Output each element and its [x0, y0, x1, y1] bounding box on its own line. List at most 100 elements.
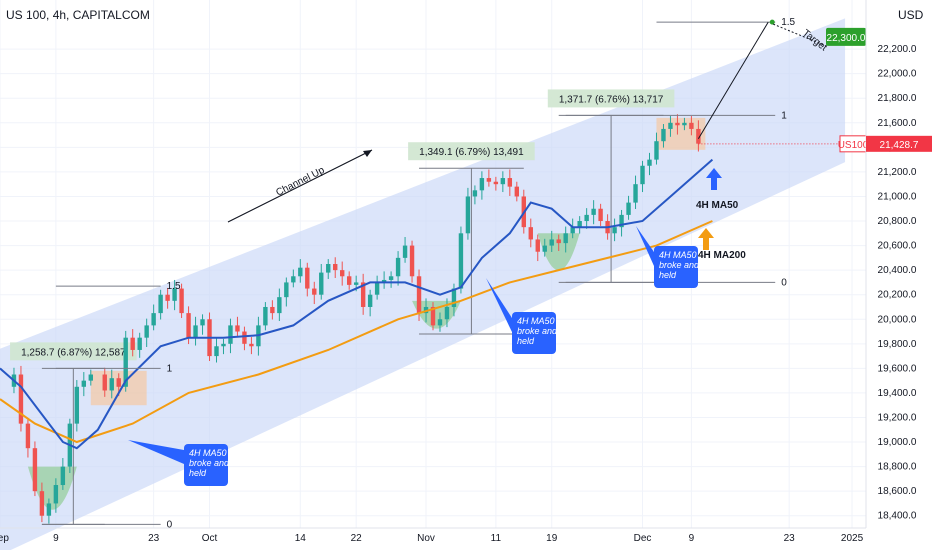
candle-body	[479, 178, 485, 191]
candle-body	[451, 288, 457, 307]
currency-label[interactable]: USD	[898, 8, 924, 22]
y-tick-label: 18,400.0	[878, 511, 917, 522]
candle-body	[74, 386, 80, 424]
ma50-line	[0, 158, 714, 450]
price-value: 21,428.7	[880, 140, 919, 151]
candle-body	[514, 186, 520, 197]
candle-body	[193, 325, 198, 338]
fib-level-label: 0	[781, 277, 787, 288]
callout-pointer	[128, 440, 184, 464]
y-tick-label: 20,400.0	[878, 265, 917, 276]
y-tick-label: 20,200.0	[878, 290, 917, 301]
channel-up	[0, 18, 846, 550]
candle-body	[25, 423, 31, 449]
candle-body	[493, 181, 499, 185]
measure-label: 1,258.7 (6.87%) 12,587	[21, 347, 126, 358]
candle-body	[249, 343, 254, 347]
fib-level-label: 1	[781, 110, 787, 121]
candle-body	[165, 294, 170, 301]
callout-pointer	[486, 278, 512, 332]
candle-body	[214, 346, 219, 357]
candle-body	[556, 239, 561, 244]
candle-body	[612, 227, 617, 234]
candle-body	[102, 374, 107, 391]
callout-text: 4H MA50	[517, 316, 555, 326]
candle-body	[381, 279, 387, 283]
chart-title: US 100, 4h, CAPITALCOM	[6, 8, 150, 22]
candle-body	[235, 325, 240, 332]
candle-body	[130, 337, 135, 350]
y-tick-label: 19,000.0	[878, 437, 917, 448]
candle-body	[549, 239, 554, 246]
target-badge	[826, 27, 866, 46]
candle-body	[542, 245, 547, 252]
candle-body	[312, 288, 317, 295]
candle-body	[305, 267, 310, 289]
candle-body	[402, 245, 408, 258]
price-candles	[11, 114, 701, 524]
ma200-label: 4H MA200	[698, 250, 746, 261]
fib-level-label: 1.5	[167, 281, 181, 292]
candle-body	[577, 221, 582, 228]
x-tick-label: 11	[491, 533, 502, 544]
candle-body	[465, 196, 471, 234]
candle-body	[696, 128, 701, 144]
highlight-zones	[27, 117, 706, 510]
candle-body	[319, 272, 324, 295]
ma50-callout	[512, 312, 556, 354]
candle-body	[144, 325, 149, 338]
candle-body	[18, 374, 24, 424]
y-tick-label: 22,000.0	[878, 69, 917, 80]
candle-body	[200, 319, 205, 326]
candle-body	[570, 227, 575, 234]
callout-text: broke and	[189, 458, 230, 468]
x-tick-label: 9	[53, 533, 59, 544]
candle-body	[416, 276, 422, 314]
candle-body	[172, 288, 177, 301]
callout-text: 4H MA50	[659, 250, 697, 260]
ma50-callout	[654, 246, 698, 288]
bottom-zone	[537, 233, 580, 271]
measurement-lines: 1,258.7 (6.87%) 12,587 1,349.1 (6.79%) 13…	[10, 89, 675, 525]
candle-body	[437, 319, 443, 326]
candle-body	[626, 202, 631, 215]
candle-body	[675, 122, 680, 126]
channel-arrow	[227, 149, 373, 223]
candle-body	[409, 245, 415, 277]
fib-level-label: 1.5	[781, 17, 795, 28]
callout-text: held	[517, 336, 535, 346]
fib-level-label: 0	[167, 519, 173, 530]
candle-body	[486, 178, 492, 182]
candle-body	[472, 190, 478, 197]
candle-body	[326, 264, 331, 273]
candle-body	[39, 491, 45, 516]
target-value: 22,300.0	[827, 33, 866, 44]
candle-body	[500, 178, 506, 185]
callout-text: broke and	[517, 326, 558, 336]
y-tick-label: 18,600.0	[878, 486, 917, 497]
candle-body	[640, 165, 645, 185]
candle-body	[395, 257, 401, 277]
x-tick-label: 9	[689, 533, 695, 544]
y-axis[interactable]: 18,400.0 18,600.0 18,800.0 19,000.0 19,200.0…	[866, 44, 932, 522]
x-tick-label: Dec	[634, 533, 652, 544]
channel-arrow-head	[363, 150, 372, 157]
candle-body	[228, 325, 233, 344]
candle-body	[270, 306, 275, 314]
candle-body	[46, 503, 52, 516]
candle-body	[333, 264, 338, 271]
candle-body	[88, 374, 93, 381]
candle-body	[682, 122, 687, 126]
x-tick-label: Sep	[0, 533, 9, 544]
candle-body	[32, 448, 38, 492]
y-tick-label: 19,200.0	[878, 412, 917, 423]
candle-body	[360, 282, 366, 307]
target-guide	[773, 23, 827, 47]
candle-body	[221, 343, 226, 347]
candle-body	[116, 378, 121, 387]
candle-body	[654, 141, 659, 160]
x-axis[interactable]: Sep 9 23 Oct 14 22 Nov 11 19 Dec 9 23 2025	[0, 533, 864, 544]
candle-body	[528, 227, 533, 240]
candle-body	[619, 214, 624, 228]
